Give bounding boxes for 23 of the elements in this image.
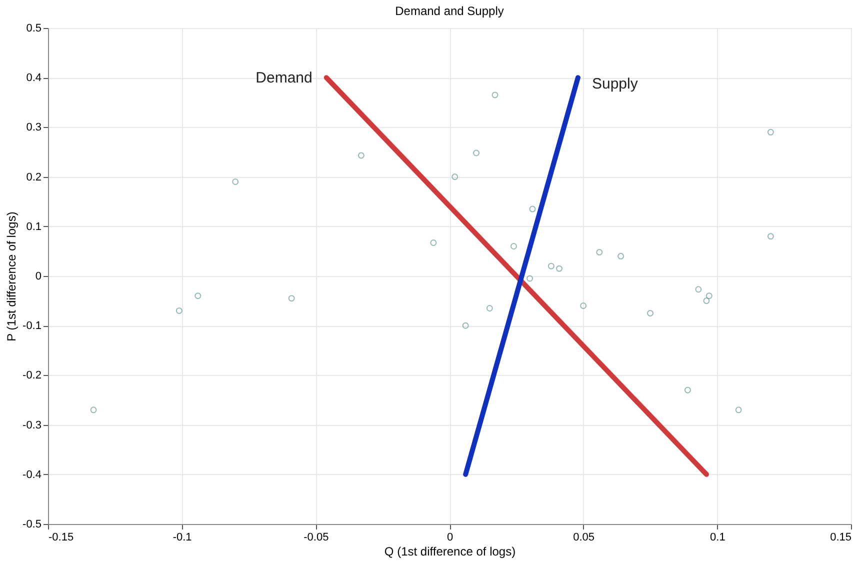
y-tick-label: -0.3	[22, 419, 42, 432]
y-tick-label: 0	[35, 270, 42, 282]
y-tick-label: 0.2	[26, 171, 42, 184]
x-tick-label: 0	[446, 532, 454, 544]
y-tick-label: -0.5	[22, 518, 42, 530]
y-tick-label: 0.1	[26, 220, 42, 233]
x-axis-title: Q (1st difference of logs)	[384, 544, 516, 558]
y-tick-label: -0.1	[22, 320, 42, 332]
series-label: Demand	[256, 70, 312, 87]
y-tick-label: 0.4	[26, 72, 42, 84]
x-tick-label: 0.15	[830, 532, 852, 544]
chart-title: Demand and Supply	[395, 4, 504, 18]
x-tick-label: -0.05	[304, 532, 329, 544]
x-tick-label: -0.15	[48, 532, 74, 544]
y-tick-label: 0.5	[26, 22, 42, 34]
y-tick-label: -0.4	[22, 468, 42, 481]
y-tick-label: 0.3	[26, 122, 42, 134]
x-tick-label: 0.1	[710, 532, 726, 544]
x-tick-label: 0.05	[573, 532, 595, 544]
y-axis-title: P (1st difference of logs)	[4, 212, 19, 342]
y-tick-label: -0.2	[22, 370, 42, 382]
x-tick-label: -0.1	[172, 532, 192, 544]
series-label: Supply	[592, 76, 638, 93]
